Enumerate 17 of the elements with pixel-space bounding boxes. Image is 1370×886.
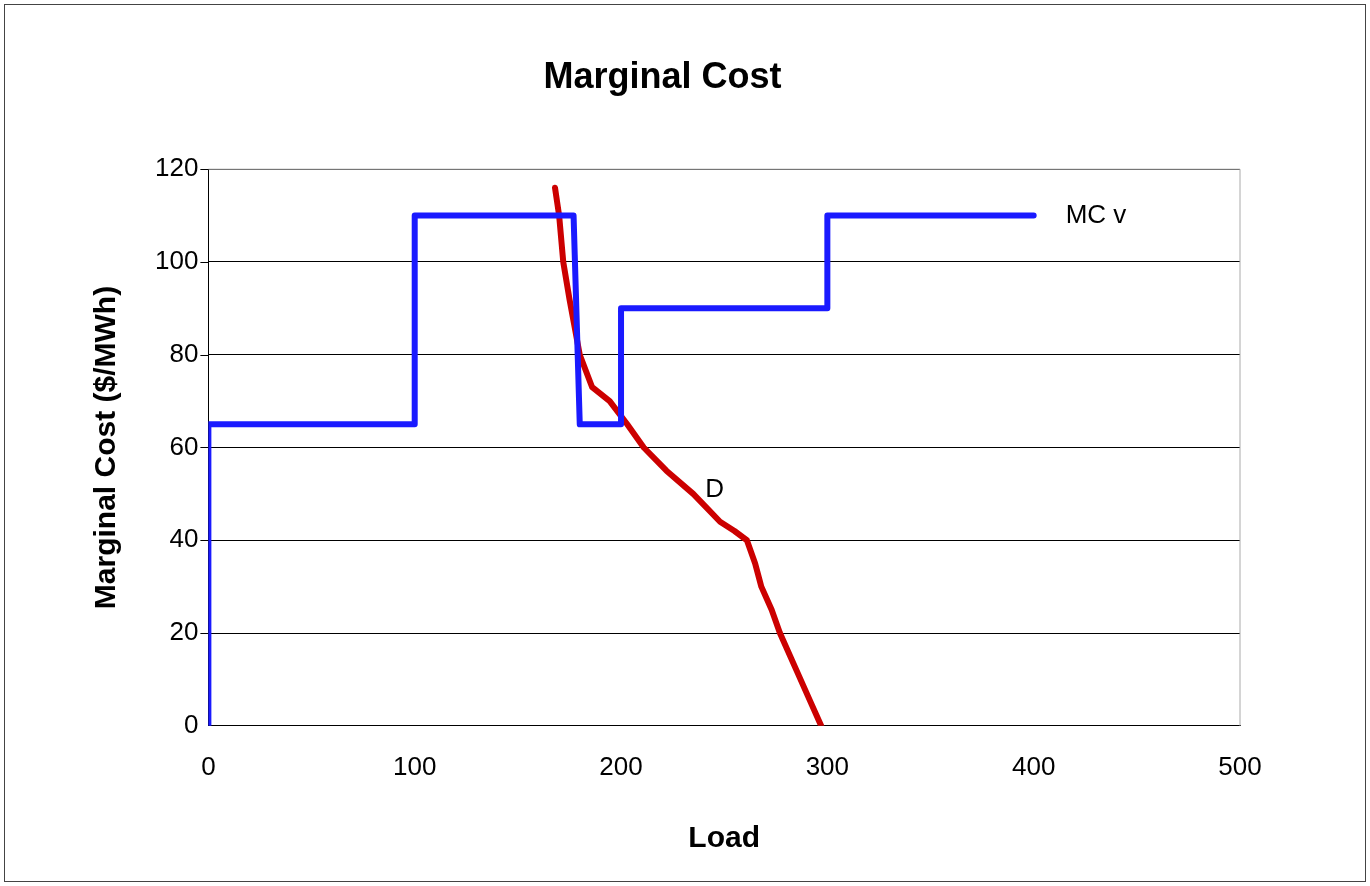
x-tick-label: 100 bbox=[393, 750, 437, 781]
y-tick-label: 60 bbox=[169, 430, 199, 461]
y-tick-label: 80 bbox=[169, 337, 199, 368]
y-tick-label: 120 bbox=[154, 152, 199, 183]
y-tick-label: 40 bbox=[169, 523, 199, 554]
x-axis-title: Load bbox=[688, 820, 761, 854]
x-tick-label: 300 bbox=[805, 750, 850, 781]
y-axis-title: Marginal Cost ($/MWh) bbox=[88, 285, 122, 610]
x-tick-label: 200 bbox=[599, 750, 643, 781]
y-tick-label: 20 bbox=[169, 616, 199, 647]
y-tick-label: 0 bbox=[183, 708, 199, 739]
x-tick-label: 500 bbox=[1218, 750, 1262, 781]
chart-title: Marginal Cost bbox=[543, 54, 782, 96]
x-tick-label: 400 bbox=[1011, 750, 1056, 781]
y-tick-label: 100 bbox=[154, 245, 199, 276]
series-label: D bbox=[705, 473, 725, 504]
series-label: MC v bbox=[1065, 198, 1127, 229]
